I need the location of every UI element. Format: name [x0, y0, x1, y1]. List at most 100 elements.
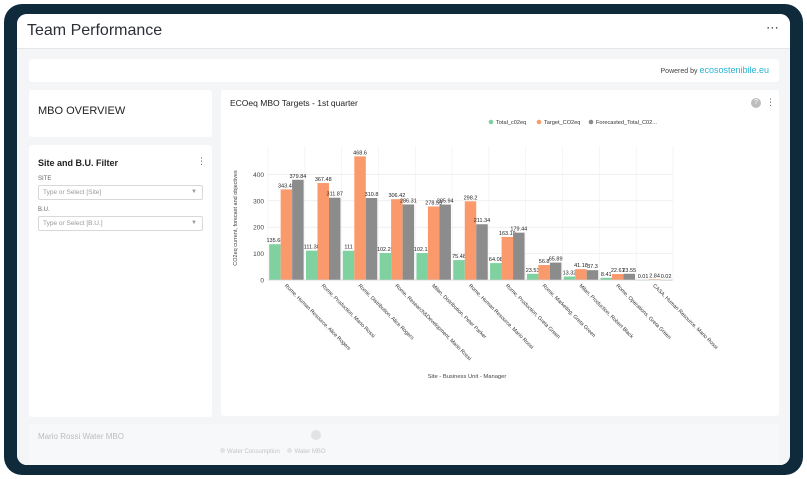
bar [490, 263, 502, 280]
data-label: 343.48 [278, 183, 295, 189]
bar [501, 236, 514, 280]
y-tick-label: 100 [253, 251, 264, 258]
data-label: 56.8 [539, 259, 550, 265]
data-label: 285.94 [437, 199, 454, 205]
bar [354, 156, 366, 280]
data-label: 211.34 [474, 218, 490, 224]
bar [391, 199, 403, 280]
y-tick-label: 200 [253, 225, 264, 232]
data-label: 102.25 [377, 247, 394, 253]
data-label: 37.3 [587, 264, 598, 270]
data-label: 8.41 [601, 272, 612, 278]
kebab-horizontal-icon[interactable]: ⋯ [766, 20, 780, 35]
bar [439, 204, 451, 280]
bar [305, 250, 318, 280]
app-screen: Team Performance ⋯ Powered by ecososteni… [17, 14, 790, 465]
bar [563, 276, 576, 280]
bar [600, 277, 613, 280]
data-label: 0.02 [661, 274, 672, 280]
legend-dot [287, 448, 293, 453]
data-label: 75.48 [452, 254, 466, 260]
data-label: 278.59 [425, 200, 442, 206]
powered-by-prefix: Powered by [660, 68, 698, 75]
bar [328, 197, 341, 280]
data-label: 102.12 [414, 247, 431, 253]
y-axis-label: CO2eq current, forecast and objectives [233, 170, 239, 266]
data-label: 111.38 [304, 245, 320, 251]
bar [416, 253, 428, 280]
bar [317, 183, 329, 280]
site-select-placeholder: Type or Select [Site] [43, 189, 102, 196]
x-axis-label: Site - Business Unit - Manager [428, 374, 507, 380]
legend-dot [220, 448, 225, 453]
device-frame: Team Performance ⋯ Powered by ecososteni… [4, 4, 803, 475]
bar [648, 279, 661, 280]
chart-card: ECOeq MBO Targets - 1st quarter ? ⋮ 0 100… [221, 90, 779, 416]
mbo-overview-card: MBO OVERVIEW [29, 90, 212, 137]
water-mbo-card: Mario Rossi Water MBO Water Consumption … [29, 424, 779, 465]
bar [476, 224, 488, 280]
data-label: 298.2 [464, 195, 478, 201]
legend-label: Target_CO2eq [544, 120, 580, 126]
bar [623, 273, 636, 280]
y-tick-label: 0 [260, 278, 264, 285]
bar [292, 179, 304, 280]
data-label: 22.61 [611, 268, 625, 274]
data-label: 379.84 [289, 174, 306, 180]
legend-swatch [588, 119, 594, 125]
data-label: 2.84 [649, 273, 660, 279]
data-label: 310.8 [365, 192, 379, 198]
help-icon[interactable] [311, 430, 321, 440]
bar [526, 273, 539, 280]
powered-by-bar: Powered by ecosostenibile.eu [29, 59, 779, 82]
bar-chart: 0 100 200 300 400 CO2eq current, forecast and… [233, 119, 719, 380]
chevron-down-icon: ▼ [191, 220, 197, 226]
bar [365, 198, 378, 280]
water-mbo-legend: Water Consumption Water MBO [214, 448, 326, 455]
legend-label: Water Consumption [227, 449, 280, 455]
y-tick-label: 300 [253, 198, 264, 205]
chart-kebab-icon[interactable]: ⋮ [766, 97, 775, 107]
help-icon[interactable]: ? [751, 98, 761, 108]
powered-by-text: Powered by ecosostenibile.eu [661, 65, 769, 75]
bar [402, 204, 415, 280]
data-label: 468.6 [353, 150, 367, 156]
bar [549, 262, 562, 280]
bar [513, 232, 525, 280]
data-label: 306.42 [388, 193, 405, 199]
filter-kebab-icon[interactable]: ⋮ [197, 156, 206, 166]
bar [269, 244, 281, 280]
data-label: 0.01 [638, 274, 649, 280]
data-label: 23.53 [526, 268, 540, 274]
bar [586, 270, 599, 280]
x-tick-label: Rome, Human Resource, Mario Rossi [467, 283, 534, 350]
legend-label: Water MBO [294, 449, 326, 455]
data-label: 311.87 [327, 192, 343, 198]
data-label: 367.48 [315, 177, 332, 183]
data-label: 64.08 [489, 257, 503, 263]
data-label: 111 [344, 245, 352, 251]
data-label: 286.31 [400, 198, 417, 204]
bar [464, 201, 477, 280]
data-label: 135.68 [266, 238, 283, 244]
legend-label: Total_c02eq [496, 120, 526, 126]
bu-select[interactable]: Type or Select [B.U.] ▼ [38, 216, 203, 231]
legend-swatch [536, 119, 542, 125]
bar [538, 265, 550, 280]
mbo-overview-title: MBO OVERVIEW [38, 105, 126, 117]
data-label: 179.44 [510, 227, 527, 233]
data-label: 41.18 [574, 263, 588, 269]
filter-title: Site and B.U. Filter [38, 158, 119, 168]
legend-label: Forecasted_Total_C02... [596, 120, 657, 126]
top-bar: Team Performance ⋯ [17, 14, 790, 49]
x-tick-label: CASA, Human Resource, Mario Rossi [651, 283, 719, 351]
data-label: 65.89 [549, 257, 563, 263]
bar [280, 189, 293, 280]
bar [575, 269, 587, 280]
bu-select-placeholder: Type or Select [B.U.] [43, 220, 103, 227]
site-select[interactable]: Type or Select [Site] ▼ [38, 185, 203, 200]
chevron-down-icon: ▼ [191, 189, 197, 195]
data-label: 13.32 [563, 270, 577, 276]
brand-logo[interactable]: ecosostenibile.eu [699, 65, 769, 75]
legend-swatch [488, 119, 494, 125]
